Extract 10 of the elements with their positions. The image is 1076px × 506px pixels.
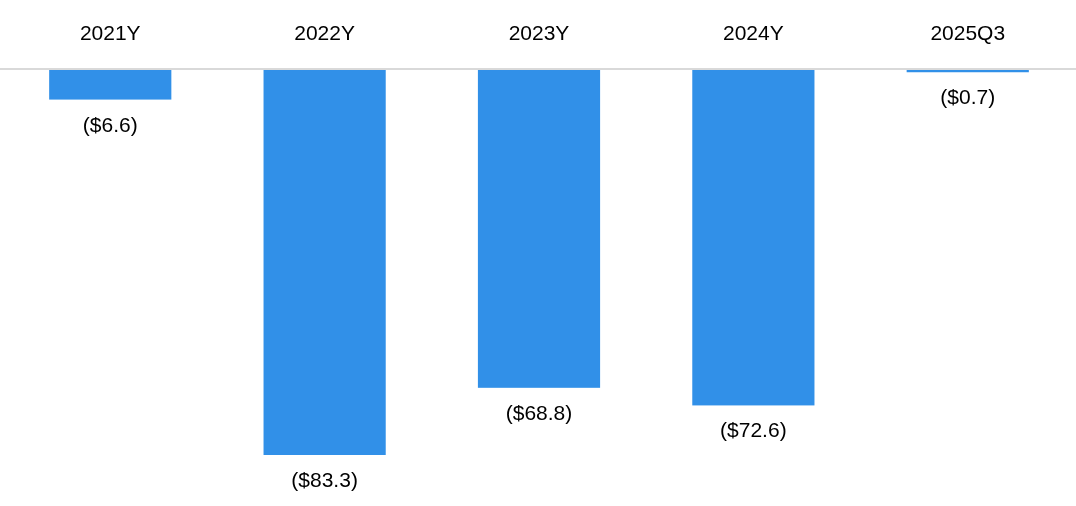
x-tick-label: 2023Y [508,21,570,44]
x-tick-label: 2025Q3 [930,21,1006,44]
data-label: ($6.6) [82,112,138,136]
x-tick-label: 2021Y [79,21,141,44]
x-tick-label: 2024Y [723,21,784,44]
data-label: ($0.7) [940,85,996,109]
data-label: ($72.6) [720,418,787,442]
data-label: ($68.8) [505,400,573,424]
data-label: ($83.3) [291,468,358,491]
x-tick-label: 2022Y [294,21,355,44]
